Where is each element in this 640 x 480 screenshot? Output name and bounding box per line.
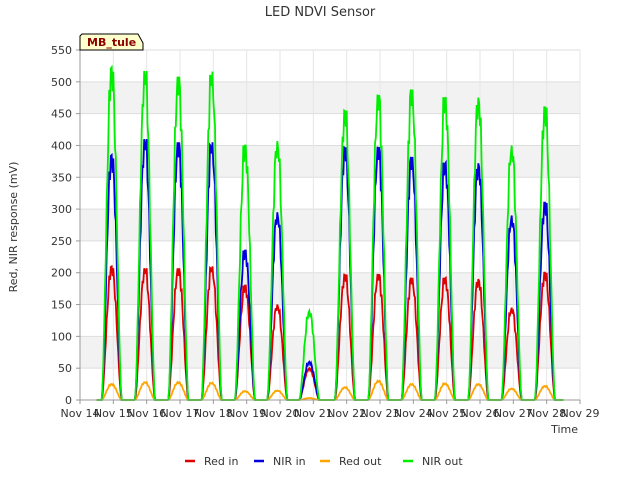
x-tick-label: Nov 29 (561, 407, 600, 420)
y-tick-label: 350 (51, 171, 72, 184)
y-tick-labels: 0 50 100 150 200 250 300 350 400 450 500 550 (51, 44, 80, 407)
x-tick-label: Nov 22 (327, 407, 366, 420)
y-tick-label: 150 (51, 299, 72, 312)
plot-band (80, 113, 580, 146)
plot-band (80, 81, 580, 114)
y-tick-label: 300 (51, 203, 72, 216)
y-tick-label: 500 (51, 76, 72, 89)
legend: Red in NIR in Red out NIR out (185, 455, 463, 468)
plot-band (80, 50, 580, 82)
plot-band (80, 272, 580, 305)
x-axis-label: Time (550, 423, 578, 436)
y-tick-label: 0 (65, 394, 72, 407)
plot-band (80, 177, 580, 210)
chart-title: LED NDVI Sensor (265, 5, 376, 20)
plot-band (80, 240, 580, 273)
plot-band (80, 368, 580, 400)
plot-band (80, 304, 580, 337)
y-tick-label: 100 (51, 330, 72, 343)
series-line-nir-out (96, 64, 564, 401)
series-line-red-out (96, 379, 564, 401)
x-tick-label: Nov 23 (361, 407, 400, 420)
plot-background (80, 50, 580, 400)
legend-label: NIR in (273, 455, 306, 468)
y-axis-label: Red, NIR response (mV) (7, 162, 20, 293)
y-tick-label: 550 (51, 44, 72, 57)
y-tick-label: 50 (58, 362, 72, 375)
x-tick-label: Nov 17 (161, 407, 200, 420)
x-tick-label: Nov 15 (94, 407, 133, 420)
plot-band (80, 336, 580, 369)
x-tick-label: Nov 19 (227, 407, 266, 420)
x-tick-label: Nov 18 (194, 407, 233, 420)
x-tick-label: Nov 28 (527, 407, 566, 420)
axes (79, 50, 580, 401)
x-tick-label: Nov 21 (294, 407, 333, 420)
y-tick-label: 250 (51, 235, 72, 248)
station-badge: MB_tule (79, 33, 144, 51)
x-tick-label: Nov 26 (461, 407, 500, 420)
x-tick-label: Nov 20 (261, 407, 300, 420)
plot-band (80, 145, 580, 178)
legend-label: Red in (204, 455, 238, 468)
x-tick-label: Nov 25 (427, 407, 466, 420)
y-tick-label: 200 (51, 267, 72, 280)
x-tick-label: Nov 24 (394, 407, 433, 420)
x-tick-label: Nov 14 (61, 407, 100, 420)
y-tick-label: 400 (51, 139, 72, 152)
station-badge-label: MB_tule (87, 36, 136, 49)
legend-label: Red out (339, 455, 382, 468)
plot-band (80, 209, 580, 241)
series-line-nir-in (96, 138, 564, 401)
x-tick-label: Nov 16 (127, 407, 166, 420)
legend-label: NIR out (422, 455, 463, 468)
y-tick-label: 450 (51, 108, 72, 121)
x-tick-label: Nov 27 (494, 407, 533, 420)
series-lines (96, 64, 564, 401)
series-line-red-in (96, 264, 564, 401)
